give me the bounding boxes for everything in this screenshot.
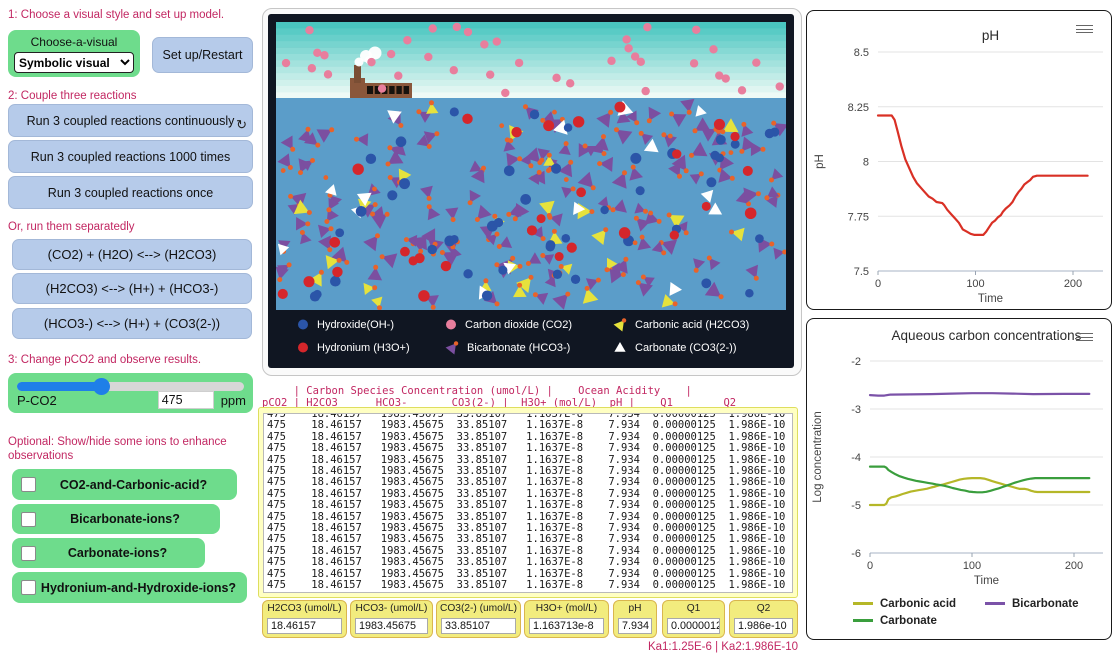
carbonate-icon <box>614 341 626 352</box>
checkbox[interactable] <box>21 545 36 561</box>
slider-label: P-CO2 <box>17 392 57 408</box>
species-legend: Hydroxide(OH-) Carbon dioxide (CO2) Carb… <box>276 313 786 363</box>
hydronium-icon <box>298 342 308 353</box>
svg-text:Time: Time <box>974 575 999 587</box>
ph-plot-canvas: pH 8.5 8.25 8 7.75 7.5 0 100 200 Time pH <box>814 28 1103 305</box>
legend-bicarbonate: Bicarbonate <box>985 595 1078 612</box>
svg-text:Time: Time <box>978 293 1003 305</box>
carbon-dioxide-icon <box>446 319 456 330</box>
svg-text:Log concentration: Log concentration <box>812 411 824 502</box>
slider-fill <box>17 382 101 391</box>
monitor-hco3: HCO3- (umol/L) 1983.45675 <box>350 600 433 638</box>
chooser-label: Choose-a-visual <box>30 35 118 49</box>
svg-text:8: 8 <box>863 157 869 169</box>
toggle-label: Bicarbonate-ions? <box>70 512 180 526</box>
toggle-label: CO2-and-Carbonic-acid? <box>59 477 208 492</box>
plot-menu-icon[interactable] <box>1076 25 1093 36</box>
hydroxide-icon <box>298 319 308 330</box>
ph-plot: pH 8.5 8.25 8 7.75 7.5 0 100 200 Time pH <box>806 10 1112 310</box>
checkbox[interactable] <box>21 477 36 492</box>
svg-text:Aqueous carbon concentrations: Aqueous carbon concentrations <box>892 328 1082 343</box>
monitor-co3: CO3(2-) (umol/L) 33.85107 <box>436 600 521 638</box>
legend-carbonic-acid: Carbonic acid <box>853 595 971 612</box>
pco2-slider: P-CO2 475 ppm <box>8 373 253 413</box>
monitor-h3o: H3O+ (mol/L) 1.163713e-8 <box>524 600 609 638</box>
monitor-h2co3: H2CO3 (umol/L) 18.46157 <box>262 600 347 638</box>
svg-text:-6: -6 <box>851 548 861 560</box>
reaction3-button[interactable]: (HCO3-) <--> (H+) + (CO3(2-)) <box>12 308 252 339</box>
checkbox[interactable] <box>21 580 36 595</box>
plot-menu-icon[interactable] <box>1076 333 1093 344</box>
optional-label: Optional: Show/hide some ions to enhance… <box>8 436 227 462</box>
output-rows: 475 18.46157 1983.45675 33.85107 1.1637E… <box>267 413 786 592</box>
monitor-ph: pH 7.934 <box>613 600 657 638</box>
legend-hydroxide: Hydroxide(OH-) <box>296 318 444 331</box>
monitor-q2: Q2 1.986e-10 <box>729 600 798 638</box>
svg-text:7.5: 7.5 <box>854 266 869 278</box>
svg-text:-5: -5 <box>851 500 861 512</box>
toggle-carbonate-ions[interactable]: Carbonate-ions? <box>12 538 205 568</box>
output-scroll-area[interactable]: 475 18.46157 1983.45675 33.85107 1.1637E… <box>263 413 793 593</box>
svg-text:200: 200 <box>1064 278 1082 290</box>
svg-text:8.5: 8.5 <box>854 47 869 59</box>
svg-text:pH: pH <box>814 154 826 169</box>
forever-loop-icon: ↻ <box>236 117 247 132</box>
svg-text:-2: -2 <box>851 356 861 368</box>
svg-text:-4: -4 <box>851 452 861 464</box>
toggle-label: Carbonate-ions? <box>67 546 168 560</box>
legend-bicarbonate: Bicarbonate (HCO3-) <box>444 340 612 355</box>
run-1000-times-button[interactable]: Run 3 coupled reactions 1000 times <box>8 140 253 173</box>
slider-thumb[interactable] <box>92 378 110 395</box>
section3-label: 3: Change pCO2 and observe results. <box>8 354 202 366</box>
slider-track[interactable] <box>17 378 244 395</box>
section2-label: 2: Couple three reactions <box>8 90 137 102</box>
svg-text:100: 100 <box>966 278 984 290</box>
reaction2-button[interactable]: (H2CO3) <--> (H+) + (HCO3-) <box>12 273 252 304</box>
checkbox[interactable] <box>21 511 36 527</box>
section1-label: 1: Choose a visual style and set up mode… <box>8 9 225 21</box>
aqueous-carbon-plot: Aqueous carbon concentrations -2 -3 -4 -5 -6 0… <box>806 318 1112 640</box>
legend-hydronium: Hydronium (H3O+) <box>296 341 444 354</box>
bicarbonate-icon <box>445 340 459 355</box>
visual-style-select[interactable]: Symbolic visual <box>14 52 134 73</box>
reaction1-button[interactable]: (CO2) + (H2O) <--> (H2CO3) <box>12 239 252 270</box>
svg-text:-3: -3 <box>851 404 861 416</box>
svg-text:0: 0 <box>867 560 873 572</box>
legend-carbonic-acid: Carbonic acid (H2CO3) <box>612 317 786 332</box>
toggle-hydronium-hydroxide-ions[interactable]: Hydronium-and-Hydroxide-ions? <box>12 572 247 603</box>
svg-text:200: 200 <box>1065 560 1083 572</box>
run-continuously-button[interactable]: Run 3 coupled reactions continuously ↻ <box>8 104 253 137</box>
legend-carbon-dioxide: Carbon dioxide (CO2) <box>444 318 612 331</box>
world-view-canvas <box>276 22 786 310</box>
svg-text:8.25: 8.25 <box>848 102 869 114</box>
ka-constants-note: Ka1:1.25E-6 | Ka2:1.986E-10 <box>647 641 798 653</box>
visual-style-chooser: Choose-a-visual Symbolic visual <box>8 30 140 77</box>
aqueous-plot-legend: Carbonic acid Carbonate Bicarbonate <box>853 595 1078 629</box>
toggle-bicarbonate-ions[interactable]: Bicarbonate-ions? <box>12 504 220 534</box>
toggle-co2-carbonic-acid[interactable]: CO2-and-Carbonic-acid? <box>12 469 237 500</box>
monitor-q1: Q10.00000125 <box>662 600 725 638</box>
legend-carbonate: Carbonate <box>853 612 971 629</box>
setup-restart-button[interactable]: Set up/Restart <box>152 37 253 73</box>
run-once-button[interactable]: Run 3 coupled reactions once <box>8 176 253 209</box>
output-table-header: | Carbon Species Concentration (umol/L) … <box>262 385 737 409</box>
toggle-label: Hydronium-and-Hydroxide-ions? <box>40 580 237 595</box>
legend-carbonate: Carbonate (CO3(2-)) <box>612 341 786 355</box>
svg-text:0: 0 <box>875 278 881 290</box>
slider-unit: ppm <box>220 392 246 408</box>
slider-value[interactable]: 475 <box>157 391 214 409</box>
svg-text:pH: pH <box>982 28 999 43</box>
aqueous-carbon-plot-canvas: Aqueous carbon concentrations -2 -3 -4 -5 -6 0… <box>812 328 1103 587</box>
run-continuously-label: Run 3 coupled reactions continuously <box>26 113 235 128</box>
separate-label: Or, run them separatedly <box>8 221 135 233</box>
svg-text:100: 100 <box>963 560 981 572</box>
carbonic-acid-icon <box>613 317 627 332</box>
svg-text:7.75: 7.75 <box>848 211 869 223</box>
